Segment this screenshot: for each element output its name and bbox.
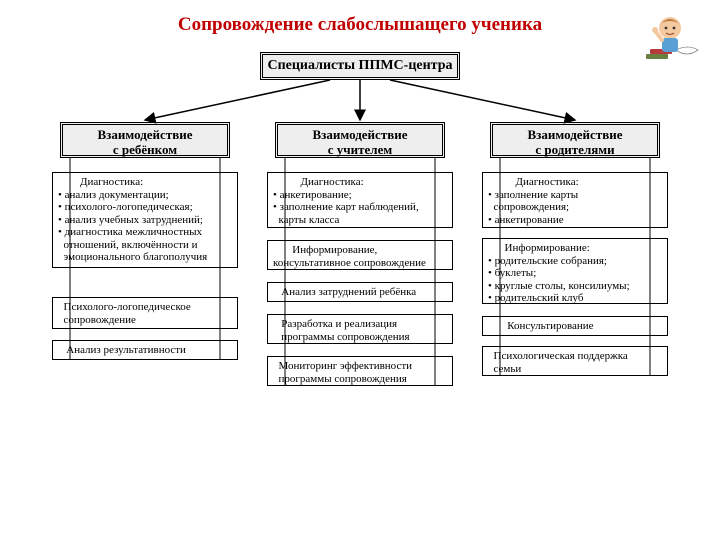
item-parents-diag: Диагностика: • заполнение карты сопровож… <box>482 172 668 228</box>
item-teacher-monitor: Мониторинг эффективности программы сопро… <box>267 356 453 386</box>
arrow-2 <box>390 80 575 120</box>
column-header-line2: с учителем <box>278 142 442 157</box>
column-header-line1: Взаимодействие <box>278 127 442 142</box>
column-header-line2: с ребёнком <box>63 142 227 157</box>
item-child-result: Анализ результативности <box>52 340 238 360</box>
column-header-line1: Взаимодействие <box>493 127 657 142</box>
item-parents-psych: Психологическая поддержка семьи <box>482 346 668 376</box>
item-teacher-program: Разработка и реализация программы сопров… <box>267 314 453 344</box>
item-parents-consult: Консультирование <box>482 316 668 336</box>
item-parents-inform: Информирование: • родительские собрания;… <box>482 238 668 304</box>
item-child-diag: Диагностика: • анализ документации; • пс… <box>52 172 238 268</box>
page-title: Сопровождение слабослышащего ученика <box>0 14 720 36</box>
item-teacher-diag: Диагностика: • анкетирование; • заполнен… <box>267 172 453 228</box>
column-header-teacher: Взаимодействиес учителем <box>275 122 445 158</box>
item-teacher-analysis: Анализ затруднений ребёнка <box>267 282 453 302</box>
item-child-support: Психолого-логопедическое сопровождение <box>52 297 238 329</box>
column-header-line1: Взаимодействие <box>63 127 227 142</box>
root-node: Специалисты ППМС-центра <box>260 52 460 80</box>
student-illustration <box>640 10 700 66</box>
column-header-child: Взаимодействиес ребёнком <box>60 122 230 158</box>
column-header-line2: с родителями <box>493 142 657 157</box>
item-teacher-inform: Информирование, консультативное сопровож… <box>267 240 453 270</box>
column-header-parents: Взаимодействиес родителями <box>490 122 660 158</box>
arrow-0 <box>145 80 330 120</box>
